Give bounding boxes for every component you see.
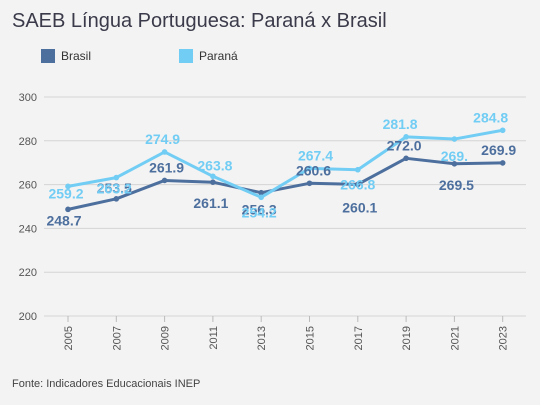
chart-title: SAEB Língua Portuguesa: Paraná x Brasil xyxy=(12,10,387,32)
data-point-1-6 xyxy=(355,166,361,173)
x-tick-label-2005: 2005 xyxy=(63,326,75,350)
source-note: Fonte: Indicadores Educacionais INEP xyxy=(12,378,201,390)
data-point-1-5 xyxy=(306,165,313,172)
data-label-0-8: 269.5 xyxy=(439,177,474,193)
data-label-0-9: 269.9 xyxy=(481,142,516,158)
x-tick-label-2007: 2007 xyxy=(111,326,123,350)
data-label-1-2: 274.9 xyxy=(145,131,180,147)
x-tick-label-2021: 2021 xyxy=(449,326,461,350)
data-label-1-8: 269. xyxy=(441,148,468,164)
data-label-0-1: 253.5 xyxy=(97,180,132,196)
data-label-0-2: 261.9 xyxy=(149,159,184,175)
data-point-1-4 xyxy=(258,194,265,201)
data-point-0-3 xyxy=(210,179,216,185)
x-tick-label-2017: 2017 xyxy=(353,326,365,350)
data-label-1-7: 281.8 xyxy=(383,116,418,132)
data-label-1-5: 267.4 xyxy=(298,147,333,163)
data-point-1-9 xyxy=(499,127,506,134)
legend-label-parana: Paraná xyxy=(199,49,238,63)
x-tick-label-2013: 2013 xyxy=(256,326,268,350)
legend-swatch-parana xyxy=(179,49,193,63)
data-point-0-4 xyxy=(258,189,265,196)
data-label-0-6: 260.1 xyxy=(342,199,377,215)
x-tick-label-2019: 2019 xyxy=(401,326,413,350)
legend-item-parana: Paraná xyxy=(179,49,238,63)
data-point-0-6 xyxy=(355,181,361,188)
data-label-1-0: 259.2 xyxy=(48,185,83,201)
data-label-1-9: 284.8 xyxy=(473,109,508,125)
data-point-0-9 xyxy=(499,160,506,166)
data-point-1-3 xyxy=(210,173,216,180)
data-point-0-7 xyxy=(403,155,409,162)
data-point-0-1 xyxy=(113,196,120,202)
data-point-0-8 xyxy=(451,160,458,167)
data-label-0-7: 272.0 xyxy=(387,137,422,153)
data-point-1-7 xyxy=(403,134,409,140)
y-tick-label-200: 200 xyxy=(19,311,37,323)
data-label-0-0: 248.7 xyxy=(46,212,81,228)
data-point-1-2 xyxy=(161,149,168,155)
x-tick-label-2023: 2023 xyxy=(498,326,510,350)
legend-item-brasil: Brasil xyxy=(41,49,91,63)
data-label-0-3: 261.1 xyxy=(193,195,228,211)
y-tick-label-260: 260 xyxy=(19,180,37,192)
data-label-0-4: 256.3 xyxy=(242,202,277,218)
y-tick-label-220: 220 xyxy=(19,267,37,279)
x-tick-label-2015: 2015 xyxy=(305,326,317,350)
series-line-1 xyxy=(67,128,503,199)
x-tick-label-2011: 2011 xyxy=(208,326,220,350)
data-label-1-4: 254.2 xyxy=(242,204,277,220)
data-point-0-0 xyxy=(65,206,71,213)
data-label-1-1: 263.2 xyxy=(97,181,132,197)
x-tick-label-2009: 2009 xyxy=(160,326,172,350)
data-point-1-0 xyxy=(65,183,71,190)
legend-label-brasil: Brasil xyxy=(61,49,92,63)
y-tick-label-240: 240 xyxy=(19,223,37,235)
data-label-1-3: 263.8 xyxy=(197,157,232,173)
data-point-1-8 xyxy=(451,136,458,142)
data-point-0-2 xyxy=(161,177,168,184)
y-tick-label-300: 300 xyxy=(19,92,37,104)
data-label-1-6: 266.8 xyxy=(340,177,375,193)
series-line-0 xyxy=(67,156,503,211)
data-label-0-5: 260.6 xyxy=(296,162,331,178)
data-point-1-1 xyxy=(113,174,120,181)
y-tick-label-280: 280 xyxy=(19,136,37,148)
data-point-0-5 xyxy=(306,180,313,187)
legend-swatch-brasil xyxy=(41,49,55,63)
